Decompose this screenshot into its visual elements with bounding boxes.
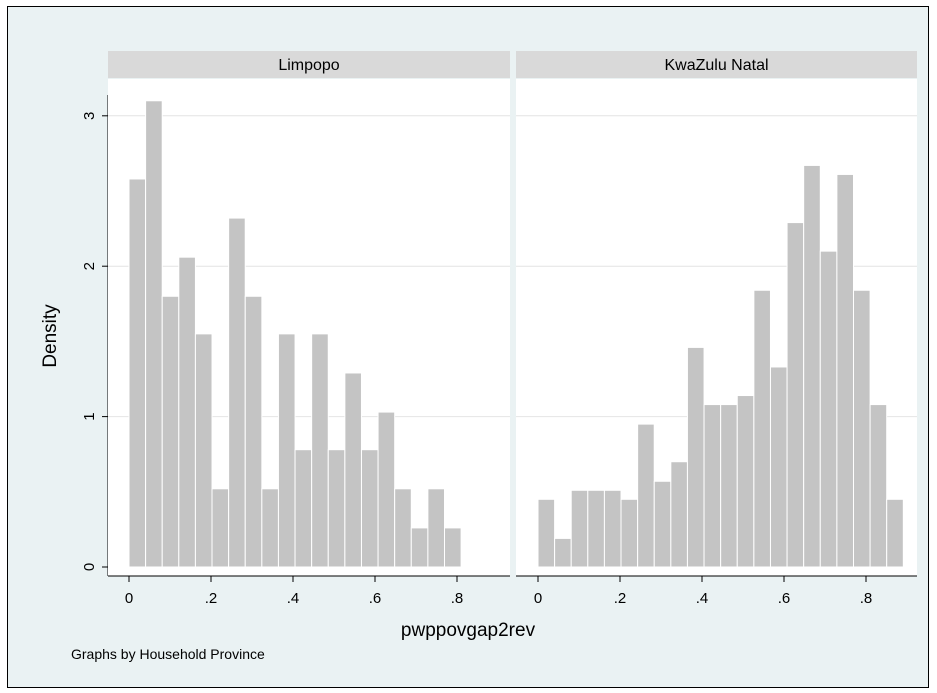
histogram-bar	[228, 217, 246, 568]
histogram-bar	[277, 333, 296, 568]
panel-kwazulu-natal: KwaZulu Natal 0 .2 .4 .6 .8	[516, 51, 917, 607]
histogram-bar	[786, 222, 805, 568]
x-tick-label: .2	[205, 590, 218, 607]
histogram-bar	[410, 527, 429, 568]
histogram-bar	[620, 498, 639, 568]
y-axis-title: Density	[40, 304, 61, 368]
histogram-bar	[753, 289, 771, 568]
x-tick-label: .2	[614, 590, 627, 607]
panel-title: KwaZulu Natal	[664, 57, 768, 74]
histogram-bar	[244, 295, 263, 568]
histogram-bar	[394, 488, 412, 568]
y-tick-label: 2	[81, 262, 98, 270]
histogram-bar	[377, 411, 396, 568]
histogram-bar	[327, 449, 346, 568]
x-tick-label: .4	[287, 590, 300, 607]
histogram-bar	[178, 256, 196, 568]
histogram-bar	[554, 537, 572, 568]
histogram-bar	[637, 423, 655, 568]
histogram-bar	[344, 372, 362, 568]
histogram-bar	[537, 498, 556, 568]
x-tick-label: 0	[534, 590, 542, 607]
histogram-bar	[145, 100, 163, 568]
x-tick-label: .8	[860, 590, 873, 607]
histogram-bar	[443, 527, 462, 568]
panel-header	[108, 51, 510, 78]
histogram-bar	[603, 489, 622, 568]
y-tick-label: 0	[81, 563, 98, 571]
panel-header	[516, 51, 917, 78]
histogram-bar	[720, 404, 738, 568]
histogram-bar	[886, 498, 904, 568]
x-tick-label: .6	[778, 590, 791, 607]
histogram-bar	[736, 395, 755, 568]
histogram-bar	[686, 346, 705, 568]
histogram-bar	[194, 333, 213, 568]
x-tick-label: .6	[369, 590, 382, 607]
x-tick-label: .8	[451, 590, 464, 607]
histogram-bar	[294, 449, 313, 568]
graphs-by-note: Graphs by Household Province	[71, 646, 265, 662]
y-tick-label: 3	[81, 112, 98, 120]
panel-title: Limpopo	[278, 57, 339, 74]
histogram-bar	[819, 250, 838, 568]
x-tick-label: 0	[125, 590, 133, 607]
histogram-bar	[570, 489, 589, 568]
histogram-bar	[836, 173, 854, 568]
histogram-bar	[427, 488, 445, 568]
histogram-bar	[670, 461, 688, 568]
histogram-bar	[803, 164, 821, 568]
x-axis-title: pwppovgap2rev	[401, 620, 536, 641]
histogram-bar	[261, 488, 279, 568]
histogram-bar	[769, 366, 788, 568]
histogram-bar	[161, 295, 180, 568]
histogram-bar	[211, 488, 230, 568]
histogram-bar	[703, 404, 722, 568]
histogram-bar	[360, 449, 379, 568]
x-tick-label: .4	[696, 590, 709, 607]
histogram-bar	[869, 404, 888, 568]
histogram-bar	[653, 480, 672, 568]
histogram-bar	[311, 333, 329, 568]
y-tick-label: 1	[81, 412, 98, 420]
histogram-bar	[128, 178, 147, 568]
panel-limpopo: Limpopo 0 .2 .4 .6 .8	[108, 51, 510, 607]
histogram-bar	[587, 489, 605, 568]
histogram-bar	[852, 289, 871, 568]
